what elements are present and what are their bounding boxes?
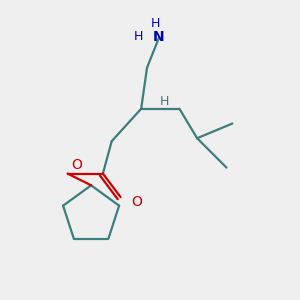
Text: H: H — [160, 95, 169, 108]
Text: O: O — [71, 158, 82, 172]
Text: H: H — [134, 30, 143, 43]
Text: H: H — [151, 17, 160, 30]
Text: O: O — [131, 194, 142, 208]
Text: N: N — [153, 30, 165, 44]
